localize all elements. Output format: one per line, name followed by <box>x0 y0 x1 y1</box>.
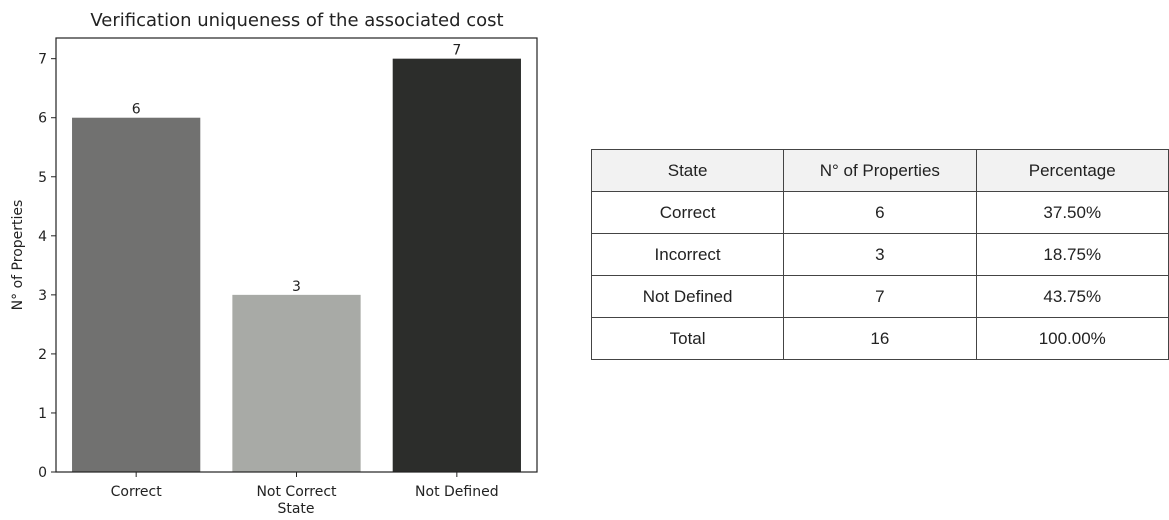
cell-count: 3 <box>783 233 977 276</box>
bar-not-defined <box>392 58 521 473</box>
cell-state: Not Defined <box>590 275 785 318</box>
summary-table: State N° of Properties Percentage Correc… <box>590 149 1169 360</box>
chart-title: Verification uniqueness of the associate… <box>90 10 503 31</box>
y-tick-label: 2 <box>38 347 47 363</box>
cell-state: Incorrect <box>590 233 785 276</box>
x-tick-label: Not Correct <box>256 484 337 500</box>
y-tick-label: 1 <box>38 406 47 422</box>
table-row: Correct 6 37.50% <box>590 191 1169 234</box>
header-percentage: Percentage <box>975 149 1169 192</box>
x-axis-ticks: Correct Not Correct Not Defined <box>111 472 499 500</box>
cell-state: Correct <box>590 191 785 234</box>
cell-percentage: 37.50% <box>975 191 1169 234</box>
y-tick-label: 0 <box>38 465 47 481</box>
header-state: State <box>590 149 785 192</box>
bar-value-label: 7 <box>452 43 461 59</box>
bar-chart: Verification uniqueness of the associate… <box>10 10 538 517</box>
cell-percentage: 100.00% <box>975 317 1169 360</box>
header-count: N° of Properties <box>783 149 977 192</box>
cell-count: 7 <box>783 275 977 318</box>
y-tick-label: 4 <box>38 229 47 245</box>
y-tick-label: 3 <box>38 288 47 304</box>
bar-value-label: 6 <box>132 102 141 118</box>
y-axis-ticks: 0 1 2 3 4 5 6 7 <box>38 52 56 481</box>
y-tick-label: 5 <box>38 170 47 186</box>
table-row: Total 16 100.00% <box>590 317 1169 360</box>
table-header-row: State N° of Properties Percentage <box>590 149 1169 192</box>
bars-layer: 6 3 7 <box>72 43 521 473</box>
x-axis-label: State <box>277 501 314 517</box>
y-tick-label: 6 <box>38 111 47 127</box>
cell-percentage: 18.75% <box>975 233 1169 276</box>
cell-state: Total <box>590 317 785 360</box>
cell-percentage: 43.75% <box>975 275 1169 318</box>
plot-frame <box>55 37 538 473</box>
x-tick-label: Correct <box>111 484 163 500</box>
y-tick-label: 7 <box>38 52 47 68</box>
cell-count: 16 <box>783 317 977 360</box>
bar-value-label: 3 <box>292 279 301 295</box>
cell-count: 6 <box>783 191 977 234</box>
x-tick-label: Not Defined <box>415 484 499 500</box>
table-row: Not Defined 7 43.75% <box>590 275 1169 318</box>
bar-correct <box>72 117 201 472</box>
y-axis-label: N° of Properties <box>10 200 26 311</box>
bar-not-correct <box>232 294 361 472</box>
table-row: Incorrect 3 18.75% <box>590 233 1169 276</box>
